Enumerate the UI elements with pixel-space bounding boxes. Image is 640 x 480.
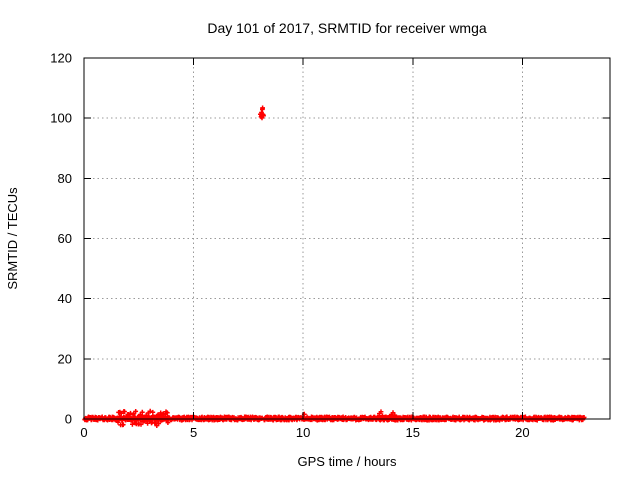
y-tick-label: 40 — [58, 291, 72, 306]
plot-frame — [83, 57, 611, 420]
x-tick-label: 10 — [296, 425, 310, 440]
y-tick-label: 20 — [58, 351, 72, 366]
x-tick-label: 15 — [406, 425, 420, 440]
plot-border — [83, 57, 611, 420]
y-tick-label: 60 — [58, 231, 72, 246]
y-tick-label: 0 — [65, 412, 72, 427]
tick-labels: 0 5 10 15 20 0 20 40 60 80 100 120 — [50, 51, 529, 441]
x-axis-label: GPS time / hours — [298, 454, 397, 469]
x-tick-label: 0 — [80, 425, 87, 440]
y-tick-label: 80 — [58, 171, 72, 186]
y-axis-label: SRMTID / TECUs — [5, 187, 20, 290]
data-points-series-srmtid — [82, 105, 587, 428]
y-tick-label: 120 — [50, 51, 72, 66]
grid-lines — [84, 58, 610, 419]
chart-title: Day 101 of 2017, SRMTID for receiver wmg… — [207, 20, 487, 36]
x-tick-label: 5 — [190, 425, 197, 440]
y-tick-label: 100 — [50, 111, 72, 126]
x-tick-label: 20 — [515, 425, 529, 440]
